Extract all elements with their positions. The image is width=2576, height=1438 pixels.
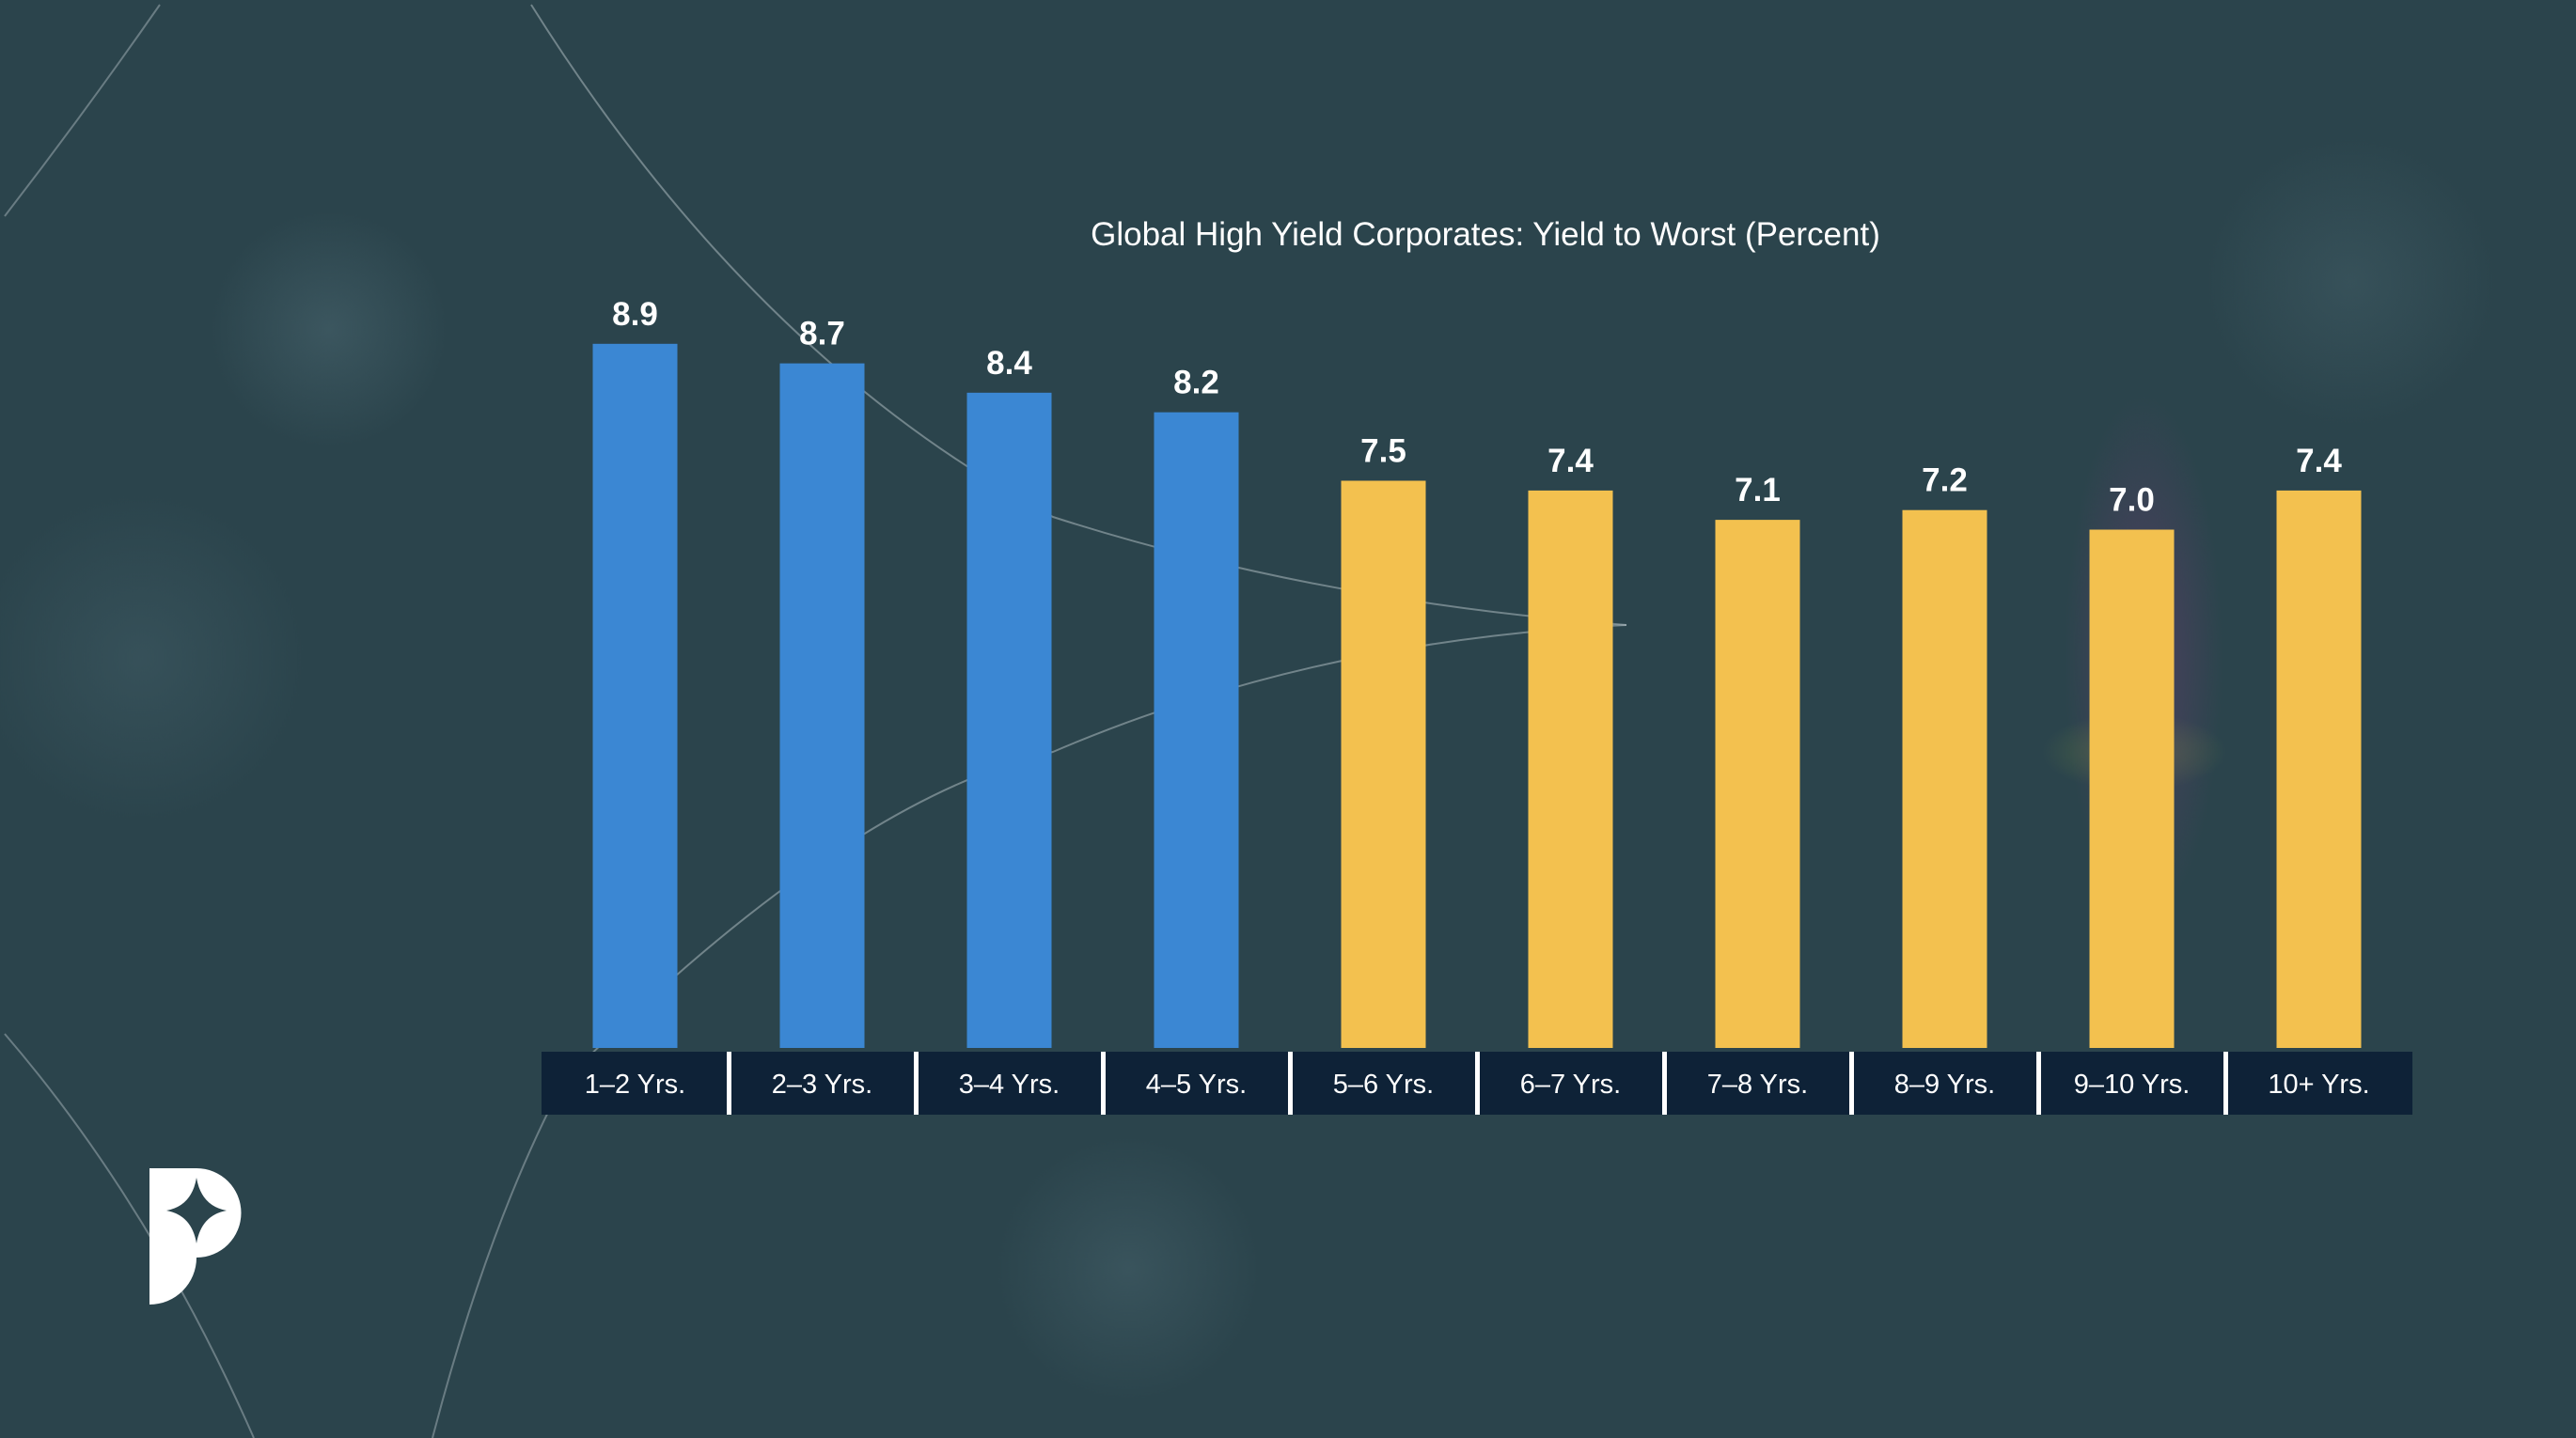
x-tick-label: 9–10 Yrs. bbox=[2074, 1070, 2191, 1100]
bar-7 bbox=[1715, 520, 1800, 1048]
bar-6 bbox=[1528, 490, 1613, 1048]
x-axis-label-cell bbox=[1854, 1052, 2038, 1115]
value-label: 8.4 bbox=[986, 345, 1032, 382]
bar-5 bbox=[1341, 480, 1426, 1049]
x-tick-label: 3–4 Yrs. bbox=[959, 1070, 1060, 1100]
x-axis-divider bbox=[914, 1052, 919, 1115]
value-label: 8.9 bbox=[612, 296, 658, 333]
bar-10 bbox=[2276, 490, 2362, 1048]
x-tick-label: 10+ Yrs. bbox=[2268, 1070, 2369, 1100]
x-axis-label-cell bbox=[1293, 1052, 1477, 1115]
bar-1 bbox=[592, 343, 678, 1049]
bar-8 bbox=[1902, 509, 1987, 1048]
bar-4 bbox=[1154, 412, 1239, 1048]
x-tick-label: 6–7 Yrs. bbox=[1520, 1070, 1621, 1100]
value-label: 7.5 bbox=[1360, 432, 1406, 469]
x-axis-divider bbox=[1101, 1052, 1106, 1115]
value-label: 7.4 bbox=[2296, 443, 2342, 479]
value-label: 8.2 bbox=[1173, 365, 1219, 401]
x-axis-divider bbox=[1849, 1052, 1854, 1115]
bar-2 bbox=[779, 363, 865, 1049]
x-axis-label-cell bbox=[1106, 1052, 1290, 1115]
x-axis-label-cell bbox=[1480, 1052, 1664, 1115]
value-label: 7.0 bbox=[2109, 482, 2155, 519]
value-label: 7.2 bbox=[1922, 462, 1968, 499]
x-tick-label: 1–2 Yrs. bbox=[585, 1070, 685, 1100]
x-tick-label: 2–3 Yrs. bbox=[772, 1070, 872, 1100]
chart-title: Global High Yield Corporates: Yield to W… bbox=[1091, 216, 1880, 253]
x-axis-label-cell bbox=[919, 1052, 1103, 1115]
bar-9 bbox=[2089, 529, 2175, 1048]
value-label: 7.4 bbox=[1547, 443, 1594, 479]
x-tick-label: 5–6 Yrs. bbox=[1333, 1070, 1434, 1100]
x-axis-label-cell bbox=[1667, 1052, 1851, 1115]
x-axis-divider bbox=[727, 1052, 731, 1115]
x-axis-divider bbox=[1475, 1052, 1480, 1115]
x-axis-divider bbox=[2223, 1052, 2228, 1115]
brand-logo-icon bbox=[149, 1168, 242, 1305]
value-label: 8.7 bbox=[799, 316, 845, 352]
x-tick-label: 8–9 Yrs. bbox=[1894, 1070, 1995, 1100]
x-axis-divider bbox=[1662, 1052, 1667, 1115]
bar-3 bbox=[966, 392, 1052, 1048]
x-axis-label-cell bbox=[542, 1052, 729, 1115]
x-axis-label-cell bbox=[2041, 1052, 2225, 1115]
x-tick-label: 4–5 Yrs. bbox=[1146, 1070, 1247, 1100]
x-axis-divider bbox=[2036, 1052, 2041, 1115]
x-axis-divider bbox=[1288, 1052, 1293, 1115]
value-label: 7.1 bbox=[1735, 472, 1781, 508]
x-axis-label-cell bbox=[2228, 1052, 2412, 1115]
x-tick-label: 7–8 Yrs. bbox=[1707, 1070, 1808, 1100]
x-axis-label-cell bbox=[731, 1052, 916, 1115]
